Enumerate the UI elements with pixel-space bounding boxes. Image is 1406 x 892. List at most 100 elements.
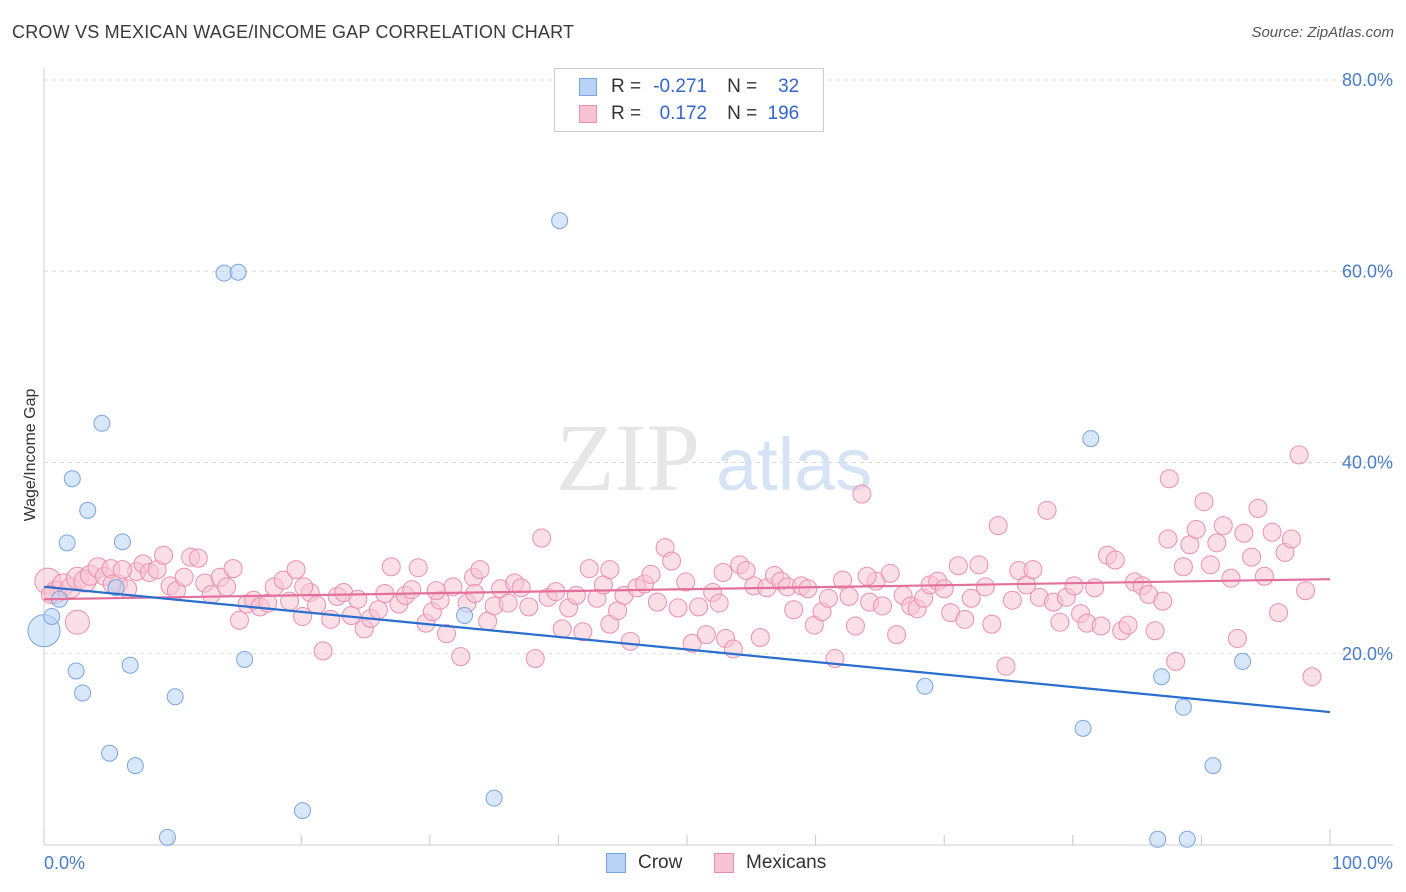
- mexicans-point-25: [217, 577, 237, 597]
- mexicans-point-189: [426, 581, 446, 601]
- crow-point-27: [1149, 830, 1167, 848]
- mexicans-point-170: [1207, 533, 1227, 553]
- bottom-legend-swatch-crow: [606, 853, 626, 873]
- crow-point-30: [1204, 757, 1222, 775]
- mexicans-point-95: [696, 625, 716, 645]
- mexicans-point-138: [988, 516, 1008, 536]
- legend-n-label: N =: [727, 103, 758, 124]
- y-tick-label-3: 80.0%: [1342, 70, 1393, 90]
- mexicans-point-122: [880, 563, 900, 583]
- mexicans-point-169: [1200, 555, 1220, 575]
- mexicans-point-103: [750, 627, 770, 647]
- crow-point-14: [158, 828, 176, 846]
- y-tick-label-2: 60.0%: [1342, 261, 1393, 281]
- crow-point-31: [1234, 652, 1252, 670]
- crow-point-11: [113, 533, 131, 551]
- mexicans-point-74: [552, 619, 572, 639]
- mexicans-point-115: [833, 570, 853, 590]
- mexicans-trend-line: [43, 578, 1331, 601]
- mexicans-point-94: [689, 597, 709, 617]
- crow-point-13: [126, 757, 144, 775]
- crow-point-3: [63, 470, 81, 488]
- legend-r-label: R =: [611, 103, 642, 124]
- mexicans-point-133: [955, 609, 975, 629]
- mexicans-point-66: [498, 593, 518, 613]
- x-tick-label-max: 100.0%: [1332, 853, 1393, 873]
- mexicans-point-139: [996, 656, 1016, 676]
- bottom-legend-label-crow: Crow: [638, 852, 683, 873]
- mexicans-point-93: [682, 633, 702, 653]
- mexicans-point-26: [223, 559, 243, 579]
- mexicans-point-179: [1269, 603, 1289, 623]
- mexicans-point-118: [852, 484, 872, 504]
- mexicans-point-70: [525, 649, 545, 669]
- mexicans-point-188: [294, 577, 314, 597]
- watermark-atlas: atlas: [716, 423, 872, 506]
- mexicans-point-149: [1064, 576, 1084, 596]
- mexicans-point-194: [1158, 529, 1178, 549]
- mexicans-point-52: [402, 580, 422, 600]
- legend-row-mexicans: R = 0.172 N = 196: [579, 102, 799, 126]
- mexicans-point-174: [1234, 523, 1254, 543]
- mexicans-point-185: [64, 609, 90, 635]
- mexicans-point-178: [1262, 522, 1282, 542]
- mexicans-point-163: [1159, 469, 1179, 489]
- mexicans-point-192: [713, 562, 733, 582]
- stats-legend: R = -0.271 N = 32 R = 0.172 N = 196: [554, 68, 824, 132]
- mexicans-point-121: [872, 596, 892, 616]
- crow-point-17: [229, 263, 247, 281]
- legend-n-label: N =: [727, 76, 758, 97]
- mexicans-point-191: [600, 560, 620, 580]
- mexicans-point-62: [470, 560, 490, 580]
- mexicans-point-172: [1221, 568, 1241, 588]
- mexicans-point-33: [273, 570, 293, 590]
- mexicans-point-117: [845, 616, 865, 636]
- mexicans-point-84: [620, 631, 640, 651]
- crow-trend-line: [43, 585, 1331, 714]
- mexicans-point-161: [1145, 621, 1165, 641]
- y-axis-title: Wage/Income Gap: [22, 389, 39, 522]
- crow-point-12: [121, 656, 139, 674]
- mexicans-point-71: [532, 528, 552, 548]
- mexicans-point-140: [1002, 590, 1022, 610]
- mexicans-point-44: [348, 589, 368, 609]
- mexicans-point-173: [1227, 628, 1247, 648]
- crow-point-28: [1174, 698, 1192, 716]
- mexicans-point-21: [188, 548, 208, 568]
- mexicans-point-49: [381, 557, 401, 577]
- mexicans-point-92: [676, 572, 696, 592]
- watermark: ZIP atlas: [556, 404, 872, 511]
- crow-point-24: [1074, 719, 1092, 737]
- mexicans-point-88: [647, 592, 667, 612]
- mexicans-point-134: [961, 588, 981, 608]
- x-tick-label-min: 0.0%: [44, 853, 85, 873]
- mexicans-point-147: [1050, 612, 1070, 632]
- mexicans-point-167: [1186, 519, 1206, 539]
- mexicans-point-193: [857, 566, 877, 586]
- mexicans-point-153: [1091, 616, 1111, 636]
- crow-point-4: [58, 534, 76, 552]
- mexicans-point-77: [573, 622, 593, 642]
- mexicans-point-183: [1296, 581, 1316, 601]
- mexicans-point-91: [668, 598, 688, 618]
- crow-point-22: [551, 212, 569, 230]
- mexicans-point-164: [1166, 651, 1186, 671]
- bottom-legend-swatch-mexicans: [714, 853, 734, 873]
- crow-point-23: [916, 677, 934, 695]
- crow-point-7: [79, 501, 97, 519]
- mexicans-point-130: [934, 579, 954, 599]
- mexicans-point-168: [1194, 492, 1214, 512]
- crow-point-16: [215, 264, 233, 282]
- mexicans-point-39: [313, 641, 333, 661]
- y-tick-label-0: 20.0%: [1342, 644, 1393, 664]
- crow-point-25: [1082, 430, 1100, 448]
- crow-point-26: [1153, 668, 1171, 686]
- axis-layer: [43, 68, 1393, 846]
- mexicans-point-69: [519, 597, 539, 617]
- crow-point-9: [101, 744, 119, 762]
- mexicans-points: [34, 445, 1322, 687]
- mexicans-point-40: [321, 609, 341, 629]
- crow-point-8: [93, 414, 111, 432]
- mexicans-point-59: [451, 647, 471, 667]
- mexicans-point-137: [982, 614, 1002, 634]
